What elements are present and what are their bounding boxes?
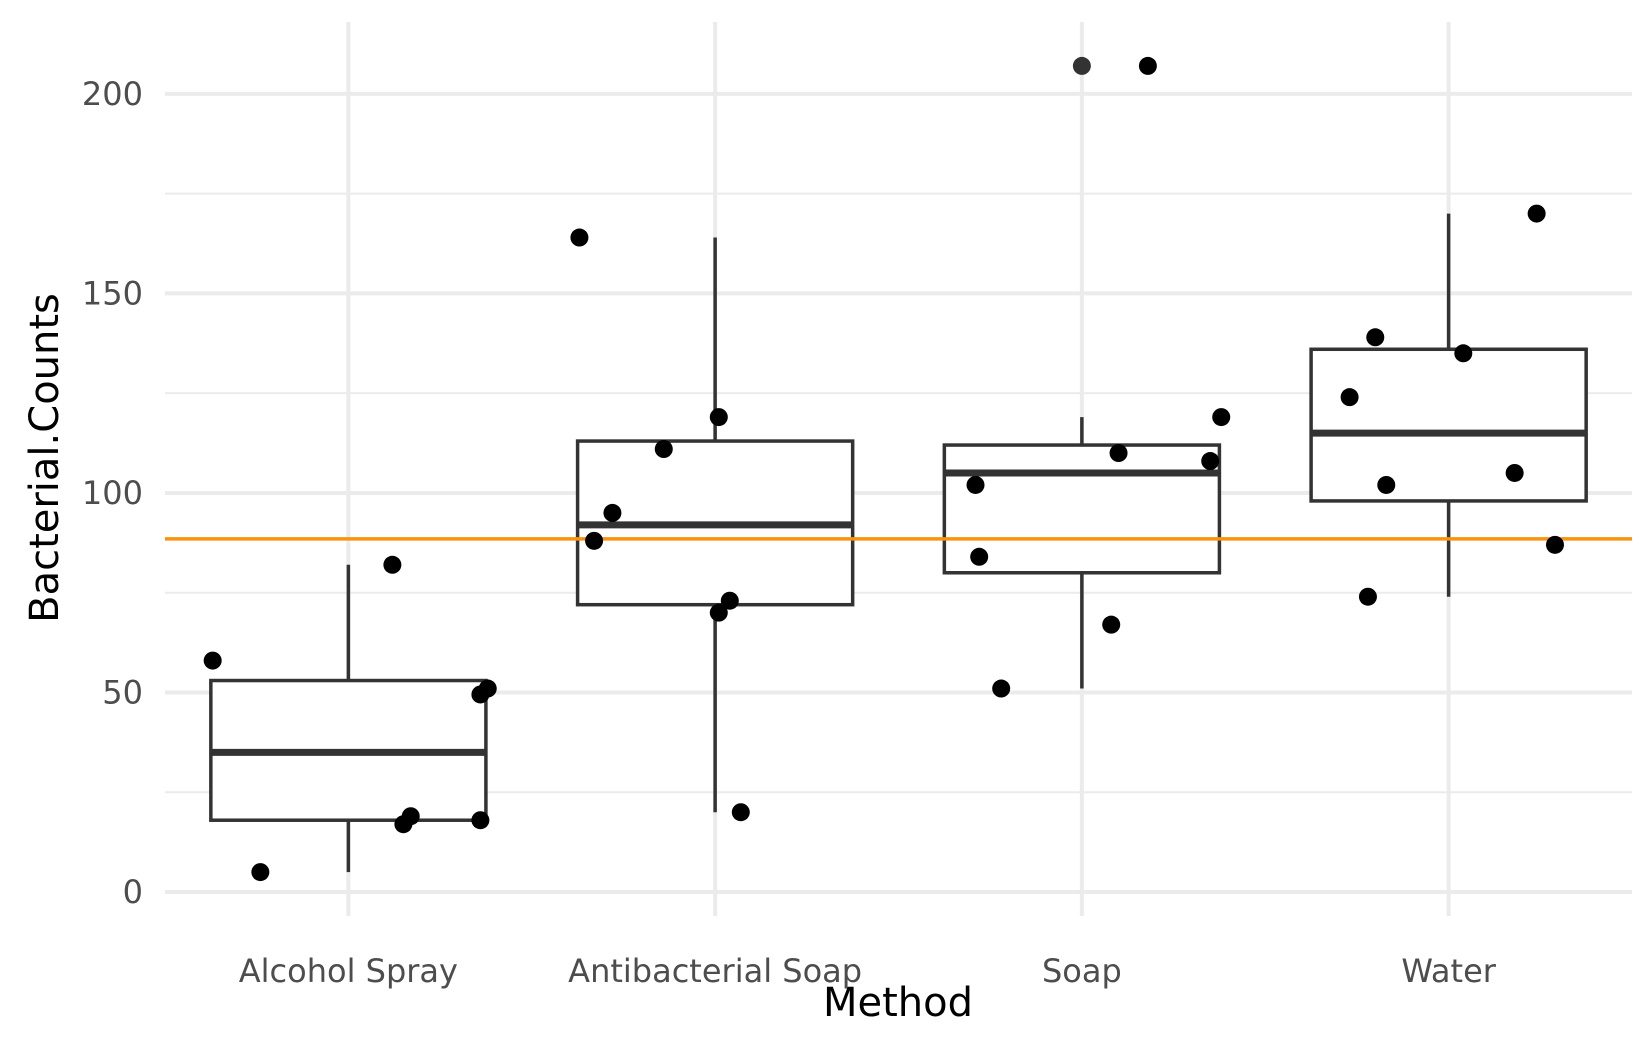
x-axis-title: Method [823,980,973,1026]
y-tick-labels: 0 50 100 150 200 [82,75,143,911]
box-antibacterial-soap [575,237,855,813]
data-points [203,56,1564,882]
data-point [966,475,985,494]
boxes [209,56,1588,873]
y-tick-label: 150 [82,274,143,312]
box-water [1309,213,1588,597]
y-tick-label: 200 [82,75,143,113]
box-iqr [942,443,1222,575]
data-point [1102,615,1121,634]
data-point [1527,204,1546,223]
data-point [1201,452,1220,471]
data-point [654,440,673,459]
y-tick-label: 50 [102,674,143,712]
y-tick-label: 0 [123,873,143,911]
data-point [203,651,222,670]
x-tick-labels: Alcohol Spray Antibacterial Soap Soap Water [239,952,1497,990]
data-point [471,811,490,830]
data-point [731,803,750,822]
data-point [992,679,1011,698]
data-point [1358,587,1377,606]
data-point [709,603,728,622]
data-point [1340,388,1359,407]
box-alcohol-spray [209,564,488,873]
data-point [1377,475,1396,494]
data-point [1109,444,1128,463]
data-point [570,228,589,247]
x-tick-label: Water [1401,952,1496,990]
data-point [1366,328,1385,347]
y-axis-title: Bacterial.Counts [22,293,68,623]
data-point [1505,463,1524,482]
data-point [1454,344,1473,363]
data-point [1545,535,1564,554]
data-point [1138,56,1157,75]
box-soap [942,417,1222,689]
x-tick-label: Soap [1042,952,1122,990]
outlier-point [1072,56,1091,75]
data-point [478,679,497,698]
data-point [709,408,728,427]
data-point [251,863,270,882]
data-point [401,807,420,826]
y-tick-label: 100 [82,474,143,512]
data-point [1212,408,1231,427]
data-point [585,531,604,550]
box-iqr [1309,347,1588,503]
data-point [383,555,402,574]
data-point [603,503,622,522]
x-tick-label: Antibacterial Soap [568,952,862,990]
data-point [720,591,739,610]
x-tick-label: Alcohol Spray [239,952,458,990]
data-point [970,547,989,566]
